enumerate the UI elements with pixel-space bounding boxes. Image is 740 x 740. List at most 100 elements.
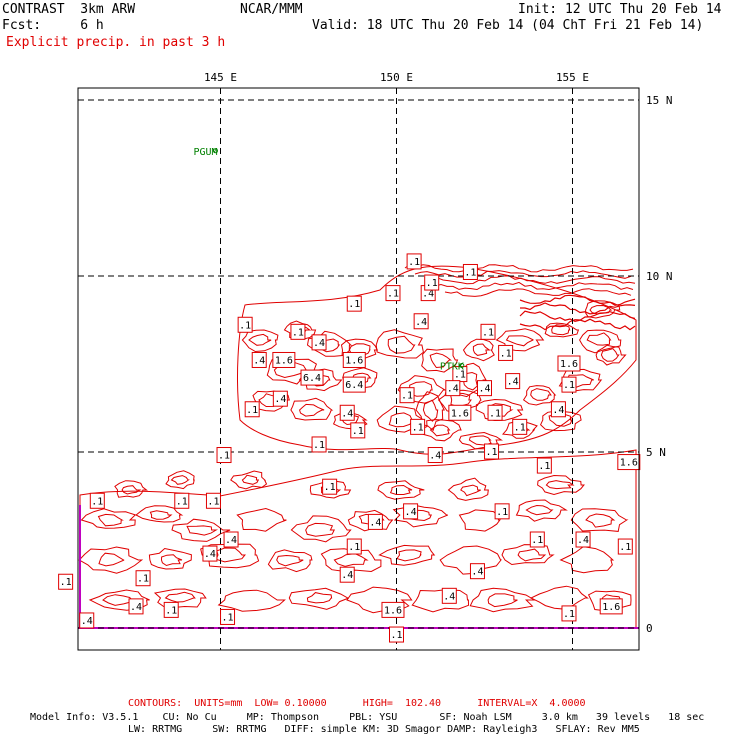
contour-cell bbox=[377, 480, 425, 500]
contour-cell bbox=[388, 412, 415, 428]
svg-text:.1: .1 bbox=[246, 405, 258, 416]
contour-cell bbox=[241, 329, 279, 353]
contour-value-label: .1 bbox=[498, 344, 514, 361]
contour-value-label: .4 bbox=[427, 447, 443, 464]
contour-cell bbox=[283, 320, 317, 340]
contour-lines bbox=[78, 263, 639, 629]
contour-value-label: .1 bbox=[406, 253, 422, 270]
contour-cell bbox=[595, 344, 627, 366]
contour-value-label: .4 bbox=[79, 612, 95, 629]
svg-text:.1: .1 bbox=[176, 496, 188, 507]
svg-text:.1: .1 bbox=[218, 451, 230, 462]
contour-cell bbox=[230, 470, 268, 490]
svg-text:.1: .1 bbox=[454, 370, 466, 381]
contour-cell bbox=[396, 549, 422, 562]
contour-value-label: .4 bbox=[413, 313, 429, 330]
svg-text:.1: .1 bbox=[60, 577, 72, 588]
contour-cell bbox=[342, 367, 378, 389]
contour-cell bbox=[501, 544, 555, 566]
contour-value-label: .1 bbox=[163, 601, 179, 618]
model-info-line1: Model Info: V3.5.1 CU: No Cu MP: Thompso… bbox=[30, 712, 705, 723]
contour-envelope bbox=[237, 265, 637, 455]
contour-cell bbox=[290, 515, 352, 543]
contour-cell bbox=[537, 474, 585, 496]
contour-value-label: .4 bbox=[251, 351, 267, 368]
svg-text:1.6: 1.6 bbox=[345, 355, 363, 366]
svg-text:.1: .1 bbox=[563, 380, 575, 391]
contour-value-label: .4 bbox=[469, 563, 485, 580]
lon-label: 150 E bbox=[380, 71, 413, 84]
contour-value-label: .4 bbox=[445, 380, 461, 397]
contour-cell bbox=[387, 335, 416, 354]
contour-band bbox=[434, 281, 634, 291]
model-info-line2: LW: RRTMG SW: RRTMG DIFF: simple KM: 3D … bbox=[128, 724, 640, 735]
lon-label: 145 E bbox=[204, 71, 237, 84]
lat-label: 15 N bbox=[646, 94, 673, 107]
contour-cell bbox=[487, 593, 518, 608]
svg-text:.4: .4 bbox=[447, 384, 459, 395]
contour-value-label: .1 bbox=[617, 538, 633, 555]
lon-label: 155 E bbox=[556, 71, 589, 84]
contour-cell bbox=[570, 508, 629, 532]
contour-value-label: .1 bbox=[350, 422, 366, 439]
svg-text:1.6: 1.6 bbox=[560, 359, 578, 370]
contour-value-label: .1 bbox=[512, 418, 528, 435]
contour-cell bbox=[472, 343, 491, 356]
map-frame bbox=[77, 87, 640, 651]
contour-cell bbox=[551, 324, 571, 336]
contour-value-label: .1 bbox=[389, 626, 404, 643]
svg-text:.1: .1 bbox=[486, 447, 498, 458]
contour-cell bbox=[411, 589, 470, 613]
contour-cell bbox=[548, 413, 573, 427]
contour-cell bbox=[501, 421, 538, 439]
contour-cell bbox=[529, 585, 589, 610]
svg-text:.1: .1 bbox=[324, 482, 336, 493]
contour-cell bbox=[429, 424, 451, 437]
contour-cell bbox=[447, 477, 489, 501]
contour-value-label: 1.6 bbox=[342, 351, 366, 368]
svg-text:.1: .1 bbox=[482, 327, 494, 338]
svg-text:.1: .1 bbox=[464, 267, 476, 278]
contour-cell bbox=[585, 513, 616, 528]
svg-text:6.4: 6.4 bbox=[303, 373, 321, 384]
contour-cell bbox=[153, 588, 207, 608]
contour-cell bbox=[389, 484, 413, 495]
station-markers: PGUM PTKK bbox=[193, 147, 465, 373]
contour-value-label: .4 bbox=[403, 503, 419, 520]
contour-cell bbox=[469, 587, 537, 613]
contour-value-label: .1 bbox=[135, 570, 151, 587]
contour-cell bbox=[305, 522, 336, 537]
contour-value-label: .1 bbox=[385, 285, 401, 302]
svg-text:.1: .1 bbox=[390, 630, 402, 641]
svg-text:.1: .1 bbox=[239, 320, 251, 331]
contour-cell bbox=[429, 352, 452, 369]
contour-value-label: .1 bbox=[494, 503, 510, 520]
svg-text:.1: .1 bbox=[352, 426, 364, 437]
contour-cell bbox=[421, 348, 459, 373]
contour-cell bbox=[460, 484, 481, 497]
contour-cell bbox=[217, 589, 286, 612]
contour-value-label: .1 bbox=[244, 401, 260, 418]
contour-cell bbox=[530, 388, 552, 401]
contour-value-label: .4 bbox=[575, 531, 591, 548]
contour-value-label: 1.6 bbox=[599, 598, 623, 615]
svg-text:.1: .1 bbox=[500, 348, 512, 359]
contour-cell bbox=[418, 419, 462, 442]
contour-cell bbox=[515, 499, 568, 522]
svg-text:.1: .1 bbox=[348, 299, 360, 310]
svg-text:1.6: 1.6 bbox=[451, 408, 469, 419]
svg-text:1.6: 1.6 bbox=[275, 355, 293, 366]
svg-text:.1: .1 bbox=[348, 542, 360, 553]
svg-text:.1: .1 bbox=[426, 278, 438, 289]
contour-value-label: .4 bbox=[339, 404, 355, 421]
contour-cell bbox=[462, 338, 495, 362]
contour-cell bbox=[186, 525, 219, 536]
contour-cell bbox=[164, 591, 196, 603]
contour-cell bbox=[586, 332, 612, 346]
contour-value-label: .4 bbox=[367, 513, 383, 530]
svg-text:.4: .4 bbox=[443, 591, 455, 602]
contour-band bbox=[520, 302, 636, 315]
contour-cell bbox=[309, 480, 352, 499]
svg-text:.4: .4 bbox=[313, 338, 325, 349]
